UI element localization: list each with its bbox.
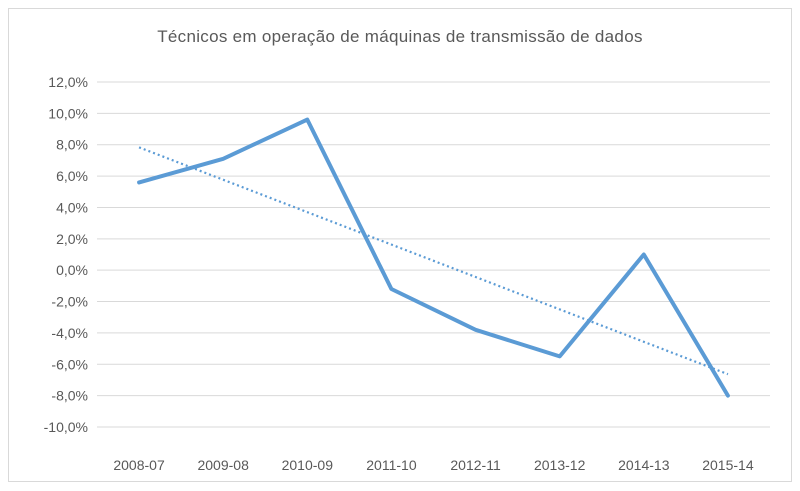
x-tick-label: 2010-09 <box>282 457 334 473</box>
y-tick-label: 12,0% <box>48 74 88 90</box>
y-tick-label: -8,0% <box>51 388 88 404</box>
x-tick-label: 2012-11 <box>450 457 501 473</box>
y-tick-label: 10,0% <box>48 105 88 121</box>
x-tick-label: 2015-14 <box>702 457 754 473</box>
x-tick-label: 2008-07 <box>113 457 165 473</box>
y-tick-label: 4,0% <box>56 199 88 215</box>
y-tick-label: -2,0% <box>51 294 88 310</box>
x-tick-label: 2014-13 <box>618 457 670 473</box>
chart-title: Técnicos em operação de máquinas de tran… <box>157 27 643 46</box>
x-tick-label: 2011-10 <box>366 457 417 473</box>
y-tick-label: 0,0% <box>56 262 88 278</box>
y-tick-label: 2,0% <box>56 231 88 247</box>
y-tick-label: -10,0% <box>44 419 88 435</box>
y-tick-label: -4,0% <box>51 325 88 341</box>
trendline <box>138 146 729 376</box>
x-tick-label: 2009-08 <box>197 457 249 473</box>
chart-frame <box>8 8 792 482</box>
series-line <box>137 117 730 398</box>
y-tick-label: -6,0% <box>51 356 88 372</box>
y-tick-label: 8,0% <box>56 137 88 153</box>
x-tick-label: 2013-12 <box>534 457 586 473</box>
y-tick-label: 6,0% <box>56 168 88 184</box>
